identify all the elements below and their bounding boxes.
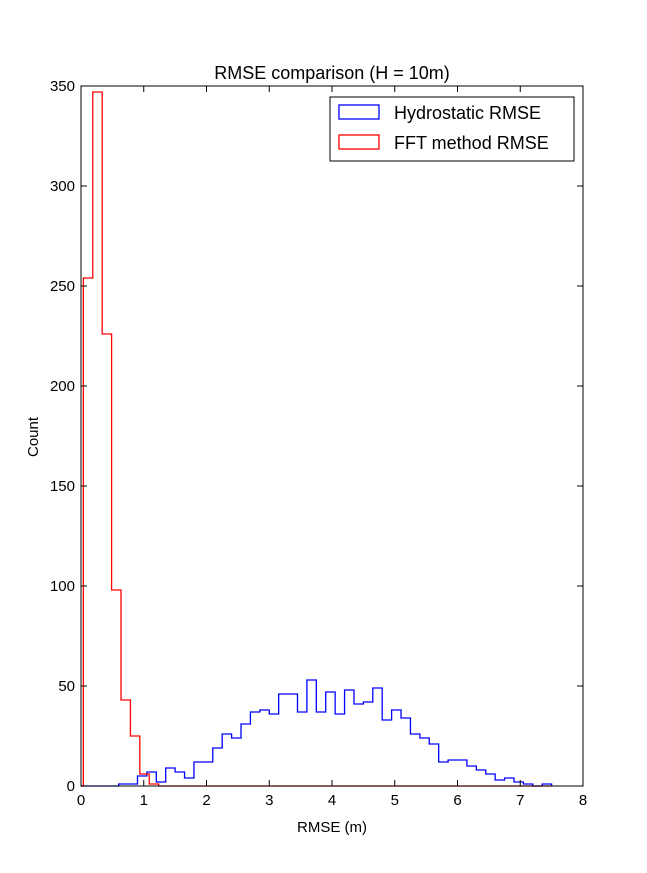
histogram-bar xyxy=(420,738,429,786)
x-tick-label: 7 xyxy=(516,792,524,809)
legend: Hydrostatic RMSE FFT method RMSE xyxy=(329,96,575,162)
histogram-bar xyxy=(93,92,102,786)
histogram-bar xyxy=(279,694,288,786)
histogram-bar xyxy=(363,702,372,786)
series-1 xyxy=(81,91,552,787)
histogram-bar xyxy=(354,704,363,786)
histogram-bar xyxy=(130,736,139,786)
plot-frame xyxy=(80,85,584,787)
plot-layer xyxy=(81,91,553,787)
histogram-outline-1 xyxy=(81,91,552,787)
histogram-outline-0 xyxy=(81,679,553,787)
y-tick-label: 100 xyxy=(50,578,75,595)
histogram-bar xyxy=(429,744,438,786)
histogram-bar xyxy=(121,700,130,786)
y-tick-label: 300 xyxy=(50,178,75,195)
x-tick-label: 3 xyxy=(265,792,273,809)
histogram-bar xyxy=(222,734,231,786)
histogram-bar xyxy=(175,772,184,786)
histogram-bar xyxy=(260,710,269,786)
histogram-bar xyxy=(326,692,335,786)
histogram-bar xyxy=(185,778,194,786)
histogram-bar xyxy=(467,766,476,786)
x-tick-label: 8 xyxy=(579,792,587,809)
axes-layer: 0 1 2 3 4 5 6 7 8 0 50 100 150 200 250 300 350 xyxy=(50,78,587,809)
histogram-bar xyxy=(439,762,448,786)
histogram-bar xyxy=(401,718,410,786)
legend-box xyxy=(329,96,575,162)
histogram-bar xyxy=(213,748,222,786)
histogram-bar xyxy=(137,776,146,786)
histogram-bar xyxy=(392,710,401,786)
histogram-bar xyxy=(448,760,457,786)
histogram-bar xyxy=(373,688,382,786)
histogram-bar xyxy=(297,712,306,786)
histogram-bar xyxy=(382,720,391,786)
histogram-bar xyxy=(495,780,504,786)
x-tick-label: 5 xyxy=(391,792,399,809)
y-tick-label: 200 xyxy=(50,378,75,395)
legend-swatch-fft xyxy=(338,134,380,150)
histogram-bar xyxy=(458,760,467,786)
histogram-bar xyxy=(410,734,419,786)
y-tick-label: 250 xyxy=(50,278,75,295)
histogram-bar xyxy=(250,712,259,786)
histogram-bar xyxy=(241,724,250,786)
y-tick-label: 150 xyxy=(50,478,75,495)
y-tick-label: 0 xyxy=(67,778,75,795)
legend-label-hydrostatic: Hydrostatic RMSE xyxy=(394,103,541,123)
x-tick-label: 1 xyxy=(140,792,148,809)
y-tick-label: 50 xyxy=(58,678,75,695)
histogram-bar xyxy=(307,680,316,786)
x-tick-label: 4 xyxy=(328,792,336,809)
histogram-bar xyxy=(335,714,344,786)
histogram-bar xyxy=(83,278,92,786)
histogram-bar xyxy=(505,778,514,786)
histogram-bar xyxy=(476,770,485,786)
x-tick-label: 0 xyxy=(77,792,85,809)
x-axis-title: RMSE (m) xyxy=(297,819,367,836)
histogram-bar xyxy=(345,690,354,786)
legend-label-fft: FFT method RMSE xyxy=(394,133,549,153)
x-tick-label: 2 xyxy=(202,792,210,809)
histogram-bar xyxy=(232,738,241,786)
y-tick-label: 350 xyxy=(50,78,75,95)
histogram-bar xyxy=(166,768,175,786)
histogram-bar xyxy=(102,334,111,786)
legend-swatch-hydrostatic xyxy=(338,104,380,120)
histogram-bar xyxy=(288,694,297,786)
histogram-bar xyxy=(486,774,495,786)
histogram-bar xyxy=(203,762,212,786)
chart-title: RMSE comparison (H = 10m) xyxy=(214,63,450,83)
x-tick-label: 6 xyxy=(453,792,461,809)
histogram-bar xyxy=(194,762,203,786)
histogram-bar xyxy=(316,712,325,786)
series-0 xyxy=(81,679,553,787)
histogram-bar xyxy=(269,714,278,786)
y-axis-title: Count xyxy=(25,416,42,457)
histogram-bar xyxy=(112,590,121,786)
